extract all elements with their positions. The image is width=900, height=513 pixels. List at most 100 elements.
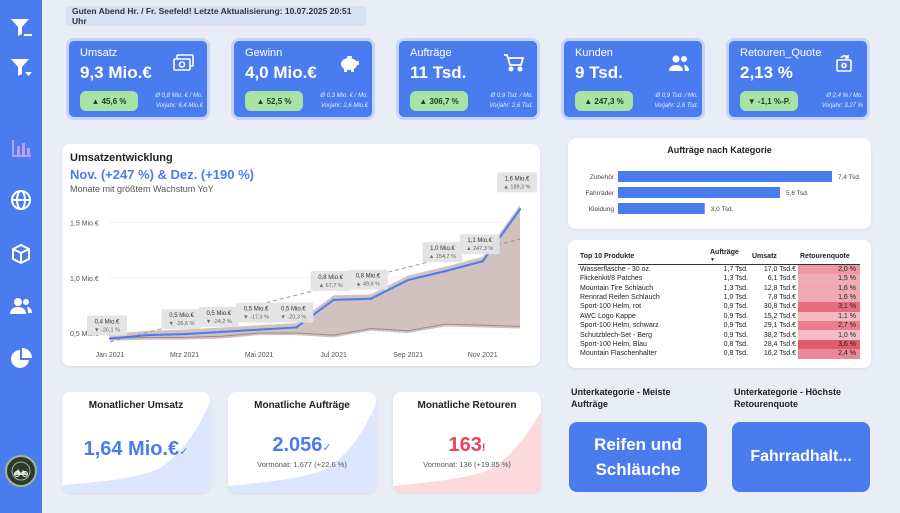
kpi-previous-year: Vorjahr: 2,6 Tsd.: [654, 103, 698, 109]
kpi-card-auftraege[interactable]: Aufträge 11 Tsd. ▲ 306,7 % Ø 0,9 Tsd. / …: [396, 38, 540, 120]
brand-logo: [5, 455, 37, 487]
kpi-card-gewinn[interactable]: Gewinn 4,0 Mio.€ ▲ 52,5 % Ø 0,3 Mio. € /…: [231, 38, 375, 120]
data-label-box: [198, 306, 239, 327]
data-point: [444, 269, 447, 273]
cell-revenue: 17,0 Tsd.€: [763, 266, 796, 273]
data-label-growth: ▼ -26,1 %: [94, 327, 120, 333]
data-point: [183, 332, 186, 336]
data-point: [518, 208, 522, 211]
kpi-card-kunden[interactable]: Kunden 9 Tsd. ▲ 247,3 % Ø 0,9 Tsd. / Mo.…: [561, 38, 705, 120]
data-label-value: 0,8 Mio.€: [356, 274, 381, 280]
return-icon: [833, 53, 855, 73]
cell-revenue: 16,2 Tsd.€: [763, 350, 796, 358]
table-row[interactable]: Mountain Tire Schlauch 1,3 Tsd. 12,8 Tsd.€…: [578, 283, 860, 293]
data-point: [406, 278, 410, 282]
filter-clear-icon[interactable]: [7, 14, 35, 42]
column-header-product[interactable]: Top 10 Produkte: [578, 248, 708, 265]
subcategory-title-orders: Unterkategorie - Meiste Aufträge: [571, 387, 671, 409]
bar-value-label: 7,4 Tsd.: [838, 174, 861, 181]
data-label-box: [161, 309, 202, 330]
monthly-card-value: 1,64 Mio.€✓: [62, 438, 210, 461]
column-header-revenue[interactable]: Umsatz: [750, 248, 798, 265]
kpi-subtext: Ø 0,9 Tsd. / Mo. Vorjahr: 2,6 Tsd.: [473, 91, 533, 111]
table-row[interactable]: Sport-100 Helm, schwarz 0,9 Tsd. 29,1 Tsd.…: [578, 320, 860, 331]
data-label-value: 0,4 Mio.€: [95, 319, 120, 325]
data-label-growth: ▼ -20,3 %: [280, 314, 306, 320]
table-row[interactable]: AWC Logo Kappe 0,9 Tsd. 15,2 Tsd.€ 1,1 %: [578, 311, 860, 321]
x-tick-label: Mai 2021: [245, 352, 274, 359]
cart-icon: [503, 53, 525, 73]
cell-rq: 1,6 %: [798, 292, 860, 303]
cell-orders: 0,9 Tsd.: [723, 331, 748, 339]
table-row[interactable]: Wasserflasche - 30 oz. 1,7 Tsd. 17,0 Tsd.€…: [578, 264, 860, 274]
globe-icon[interactable]: [7, 186, 35, 214]
data-point: [369, 297, 373, 300]
series-line-umsatz: [109, 208, 521, 340]
monthly-card-title: Monatliche Retouren: [417, 400, 517, 411]
monthly-value-text: 2.056: [272, 434, 323, 456]
table-row[interactable]: Schutzblech-Set - Berg 0,9 Tsd. 38,2 Tsd.€…: [578, 330, 860, 340]
data-label-box: [422, 242, 463, 263]
kpi-title: Gewinn: [245, 47, 283, 59]
box-icon[interactable]: [7, 240, 35, 268]
data-label-value: 0,5 Mio.€: [169, 313, 194, 319]
data-point: [146, 333, 149, 337]
data-point: [257, 328, 261, 331]
monthly-revenue-sparkline: [62, 402, 210, 493]
kpi-value: 11 Tsd.: [410, 63, 467, 82]
data-label-growth: ▼ -24,2 %: [206, 319, 232, 325]
table-header-row: Top 10 Produkte Aufträge ▼ Umsatz Retoure…: [578, 248, 860, 265]
cell-rq: 1,6 %: [798, 283, 860, 293]
column-header-return-rate[interactable]: Retourenquote: [798, 248, 860, 265]
cell-name: Rennrad Reifen Schlauch: [580, 293, 660, 301]
kpi-average: Ø 0,8 Mio. € / Mo.: [155, 93, 203, 99]
column-header-orders[interactable]: Aufträge ▼: [708, 248, 750, 265]
bar-chart-icon[interactable]: [7, 134, 35, 162]
table-row[interactable]: Mountain Flaschenhalter 0,8 Tsd. 16,2 Tsd.…: [578, 349, 860, 359]
cell-name: Mountain Flaschenhalter: [580, 350, 657, 358]
sidebar: [0, 0, 42, 513]
bar-category-label: Fahrräder: [585, 190, 614, 197]
cell-revenue: 30,8 Tsd.€: [763, 303, 796, 311]
table-row[interactable]: Flickenkit/8 Patches 1,3 Tsd. 6,1 Tsd.€ 1,5…: [578, 274, 860, 284]
check-icon: ✓: [179, 446, 189, 458]
data-point: [332, 298, 335, 302]
cell-rq: 3,1 %: [798, 302, 860, 312]
monthly-orders-card: Monatliche Aufträge 2.056✓ Vormonat: 1.6…: [228, 392, 376, 493]
data-label-box: [459, 234, 500, 255]
monthly-revenue-card: Monatlicher Umsatz 1,64 Mio.€✓: [62, 392, 210, 493]
monthly-card-value: 2.056✓: [228, 434, 376, 457]
subcategory-highest-return-button[interactable]: Fahrradhalt...: [732, 422, 870, 492]
filter-icon[interactable]: [7, 54, 35, 82]
kpi-value: 9 Tsd.: [575, 63, 623, 82]
data-label-growth: ▲ 189,3 %: [503, 184, 530, 190]
alert-icon: !: [481, 442, 486, 454]
table-row[interactable]: Sport-100 Helm, Blau 0,8 Tsd. 28,4 Tsd.€ 3,…: [578, 339, 860, 350]
cell-orders: 0,9 Tsd.: [723, 303, 748, 311]
bar-value-label: 3,0 Tsd.: [711, 206, 734, 213]
kpi-card-retouren-quote[interactable]: Retouren_Quote 2,13 % ▼ -1,1 %-P. Ø 2,4 …: [726, 38, 870, 120]
kpi-subtext: Ø 2,4 % / Mo. Vorjahr: 3,27 %: [803, 91, 863, 111]
cell-rq: 1,1 %: [798, 311, 860, 321]
kpi-average: Ø 0,3 Mio. € / Mo.: [320, 93, 368, 99]
users-icon[interactable]: [7, 292, 35, 320]
kpi-growth-badge: ▼ -1,1 %-P.: [740, 91, 798, 111]
cell-name: Sport-100 Helm, rot: [580, 303, 642, 311]
pie-chart-icon[interactable]: [7, 345, 35, 373]
data-label: 0,5 Mio.€ ▼ -26,6 %: [161, 309, 202, 330]
table-row[interactable]: Rennrad Reifen Schlauch 1,0 Tsd. 7,8 Tsd.€…: [578, 292, 860, 303]
cell-name: Sport-100 Helm, schwarz: [580, 322, 659, 330]
kpi-average: Ø 2,4 % / Mo.: [826, 93, 863, 99]
table-row[interactable]: Sport-100 Helm, rot 0,9 Tsd. 30,8 Tsd.€ 3,1…: [578, 302, 860, 312]
data-label: 0,4 Mio.€ ▼ -26,1 %: [87, 315, 127, 336]
data-label: 0,8 Mio.€ ▲ 49,9 %: [347, 269, 388, 290]
cell-rq: 1,5 %: [798, 274, 860, 284]
data-label: 1,6 Mio.€ ▲ 189,3 %: [497, 172, 537, 193]
kpi-card-umsatz[interactable]: Umsatz 9,3 Mio.€ ▲ 45,6 % Ø 0,8 Mio. € /…: [66, 38, 210, 120]
subcategory-most-orders-button[interactable]: Reifen und Schläuche: [569, 422, 707, 492]
cell-revenue: 38,2 Tsd.€: [763, 331, 796, 339]
cell-name: Flickenkit/8 Patches: [580, 275, 643, 283]
kpi-subtext: Ø 0,3 Mio. € / Mo. Vorjahr: 2,6 Mio.€: [308, 91, 368, 111]
kpi-subtext: Ø 0,9 Tsd. / Mo. Vorjahr: 2,6 Tsd.: [638, 91, 698, 111]
cell-name: Sport-100 Helm, Blau: [580, 340, 647, 348]
